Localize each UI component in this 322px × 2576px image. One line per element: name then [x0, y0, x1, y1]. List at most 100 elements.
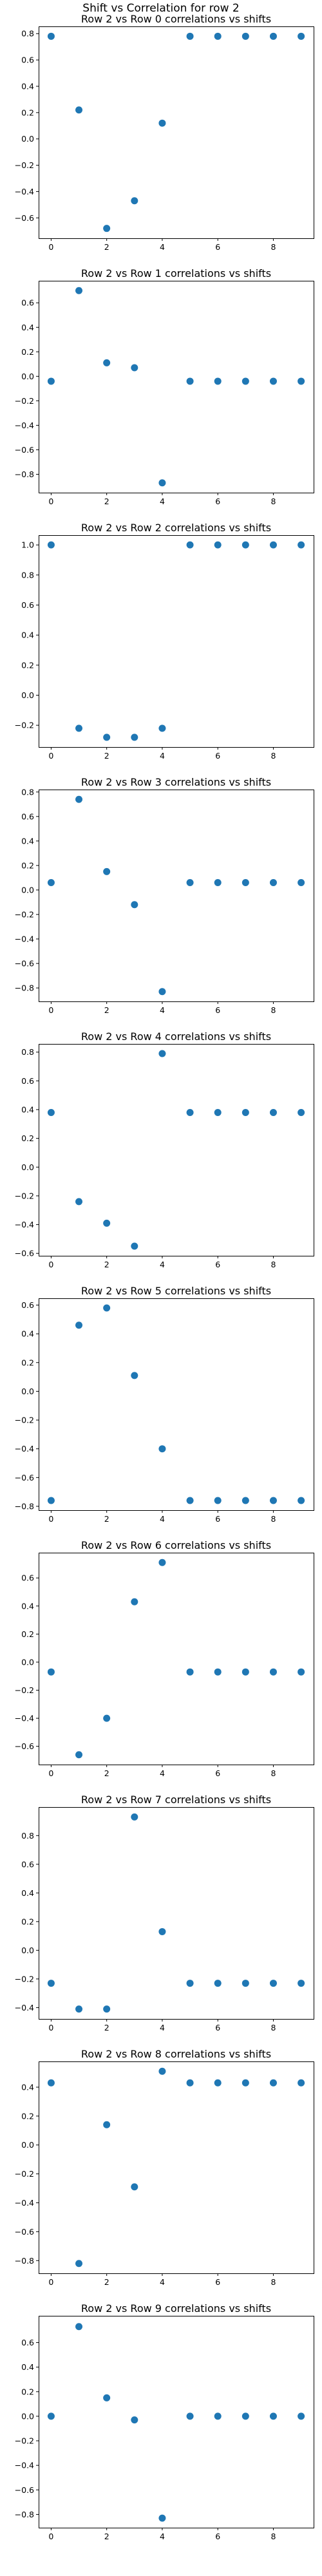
y-tick-label: 0.6 — [21, 811, 34, 821]
y-tick-label: −0.2 — [15, 2169, 34, 2179]
y-tick-label: 0.6 — [21, 1859, 34, 1869]
data-point — [131, 364, 138, 372]
data-point — [242, 541, 249, 549]
data-point — [242, 1980, 249, 1987]
data-point — [158, 1558, 166, 1566]
data-point — [186, 2079, 194, 2087]
y-tick-label: −0.2 — [15, 396, 34, 406]
y-tick-label: 0.2 — [21, 2111, 34, 2121]
data-point — [158, 119, 166, 127]
x-tick-label: 6 — [215, 2532, 220, 2541]
data-point — [75, 1751, 83, 1759]
y-tick-label: 0.2 — [21, 1917, 34, 1926]
data-point — [131, 197, 138, 205]
x-tick-label: 6 — [215, 497, 220, 506]
y-tick-label: 0.4 — [21, 81, 34, 91]
x-tick-label: 6 — [215, 1514, 220, 1524]
data-point — [186, 32, 194, 40]
data-point — [214, 2412, 222, 2420]
y-tick-label: 0.8 — [21, 29, 34, 39]
y-tick-label: 0.4 — [21, 323, 34, 332]
x-tick-label: 0 — [48, 2532, 53, 2541]
y-tick-label: −0.6 — [15, 959, 34, 969]
y-tick-label: 0.0 — [21, 690, 34, 700]
y-tick-label: 0.2 — [21, 2387, 34, 2396]
y-tick-label: −0.8 — [15, 469, 34, 479]
y-tick-label: −0.8 — [15, 1501, 34, 1511]
data-point — [47, 32, 55, 40]
data-point — [103, 1714, 111, 1722]
x-tick-label: 2 — [104, 1514, 109, 1524]
data-point — [298, 377, 305, 385]
data-point — [47, 1668, 55, 1676]
data-point — [269, 2412, 277, 2420]
data-point — [131, 734, 138, 741]
data-point — [269, 1980, 277, 1987]
data-point — [158, 479, 166, 487]
data-point — [103, 867, 111, 875]
data-point — [131, 2183, 138, 2191]
y-tick-label: 0.8 — [21, 1047, 34, 1057]
y-tick-label: 1.0 — [21, 540, 34, 550]
y-tick-label: −0.6 — [15, 1249, 34, 1258]
axes-frame — [39, 1298, 314, 1511]
x-tick-label: 8 — [270, 1005, 276, 1015]
data-point — [242, 879, 249, 887]
x-tick-label: 8 — [270, 2277, 276, 2287]
panel-title: Row 2 vs Row 9 correlations vs shifts — [81, 2302, 271, 2315]
y-tick-label: −0.4 — [15, 1444, 34, 1454]
y-tick-label: −0.2 — [15, 1416, 34, 1425]
data-point — [75, 287, 83, 294]
data-point — [242, 2079, 249, 2087]
x-tick-label: 0 — [48, 1768, 53, 1778]
data-point — [298, 1668, 305, 1676]
y-tick-label: 0.6 — [21, 298, 34, 308]
x-tick-label: 6 — [215, 2023, 220, 2032]
chart-panel-8: Row 2 vs Row 8 correlations vs shifts −0.… — [15, 2048, 314, 2287]
x-tick-label: 4 — [160, 1514, 165, 1524]
y-tick-label: 0.4 — [21, 1601, 34, 1611]
data-point — [186, 377, 194, 385]
data-point — [242, 32, 249, 40]
x-tick-label: 4 — [160, 1260, 165, 1269]
chart-panel-7: Row 2 vs Row 7 correlations vs shifts −0.… — [15, 1794, 314, 2032]
x-tick-label: 8 — [270, 1514, 276, 1524]
data-point — [158, 2067, 166, 2075]
y-tick-label: −0.4 — [15, 934, 34, 944]
data-point — [242, 2412, 249, 2420]
x-tick-label: 0 — [48, 2277, 53, 2287]
x-tick-label: 6 — [215, 2277, 220, 2287]
x-tick-label: 8 — [270, 2023, 276, 2032]
axes-frame — [39, 26, 314, 239]
data-point — [75, 2260, 83, 2268]
chart-panel-6: Row 2 vs Row 6 correlations vs shifts −0.… — [15, 1539, 314, 1778]
data-point — [214, 32, 222, 40]
data-point — [103, 2005, 111, 2013]
panel-title: Row 2 vs Row 0 correlations vs shifts — [81, 13, 271, 25]
data-point — [242, 1668, 249, 1676]
y-tick-label: −0.2 — [15, 2436, 34, 2446]
data-point — [269, 1108, 277, 1116]
y-tick-label: 0.0 — [21, 1946, 34, 1955]
data-point — [158, 988, 166, 996]
data-point — [131, 1813, 138, 1821]
x-tick-label: 2 — [104, 1768, 109, 1778]
y-tick-label: −0.6 — [15, 1741, 34, 1751]
axes-frame — [39, 281, 314, 493]
y-tick-label: −0.4 — [15, 2003, 34, 2012]
data-point — [298, 1980, 305, 1987]
axes-frame — [39, 790, 314, 1002]
y-tick-label: 0.6 — [21, 1300, 34, 1310]
data-point — [269, 32, 277, 40]
y-tick-label: −0.4 — [15, 2461, 34, 2470]
y-tick-label: 0.4 — [21, 2362, 34, 2372]
data-point — [269, 2079, 277, 2087]
y-tick-label: 0.4 — [21, 630, 34, 640]
x-tick-label: 6 — [215, 1768, 220, 1778]
data-point — [75, 1321, 83, 1329]
x-tick-label: 6 — [215, 1005, 220, 1015]
data-point — [47, 541, 55, 549]
x-tick-label: 2 — [104, 1260, 109, 1269]
data-point — [103, 359, 111, 366]
y-tick-label: 0.2 — [21, 660, 34, 670]
